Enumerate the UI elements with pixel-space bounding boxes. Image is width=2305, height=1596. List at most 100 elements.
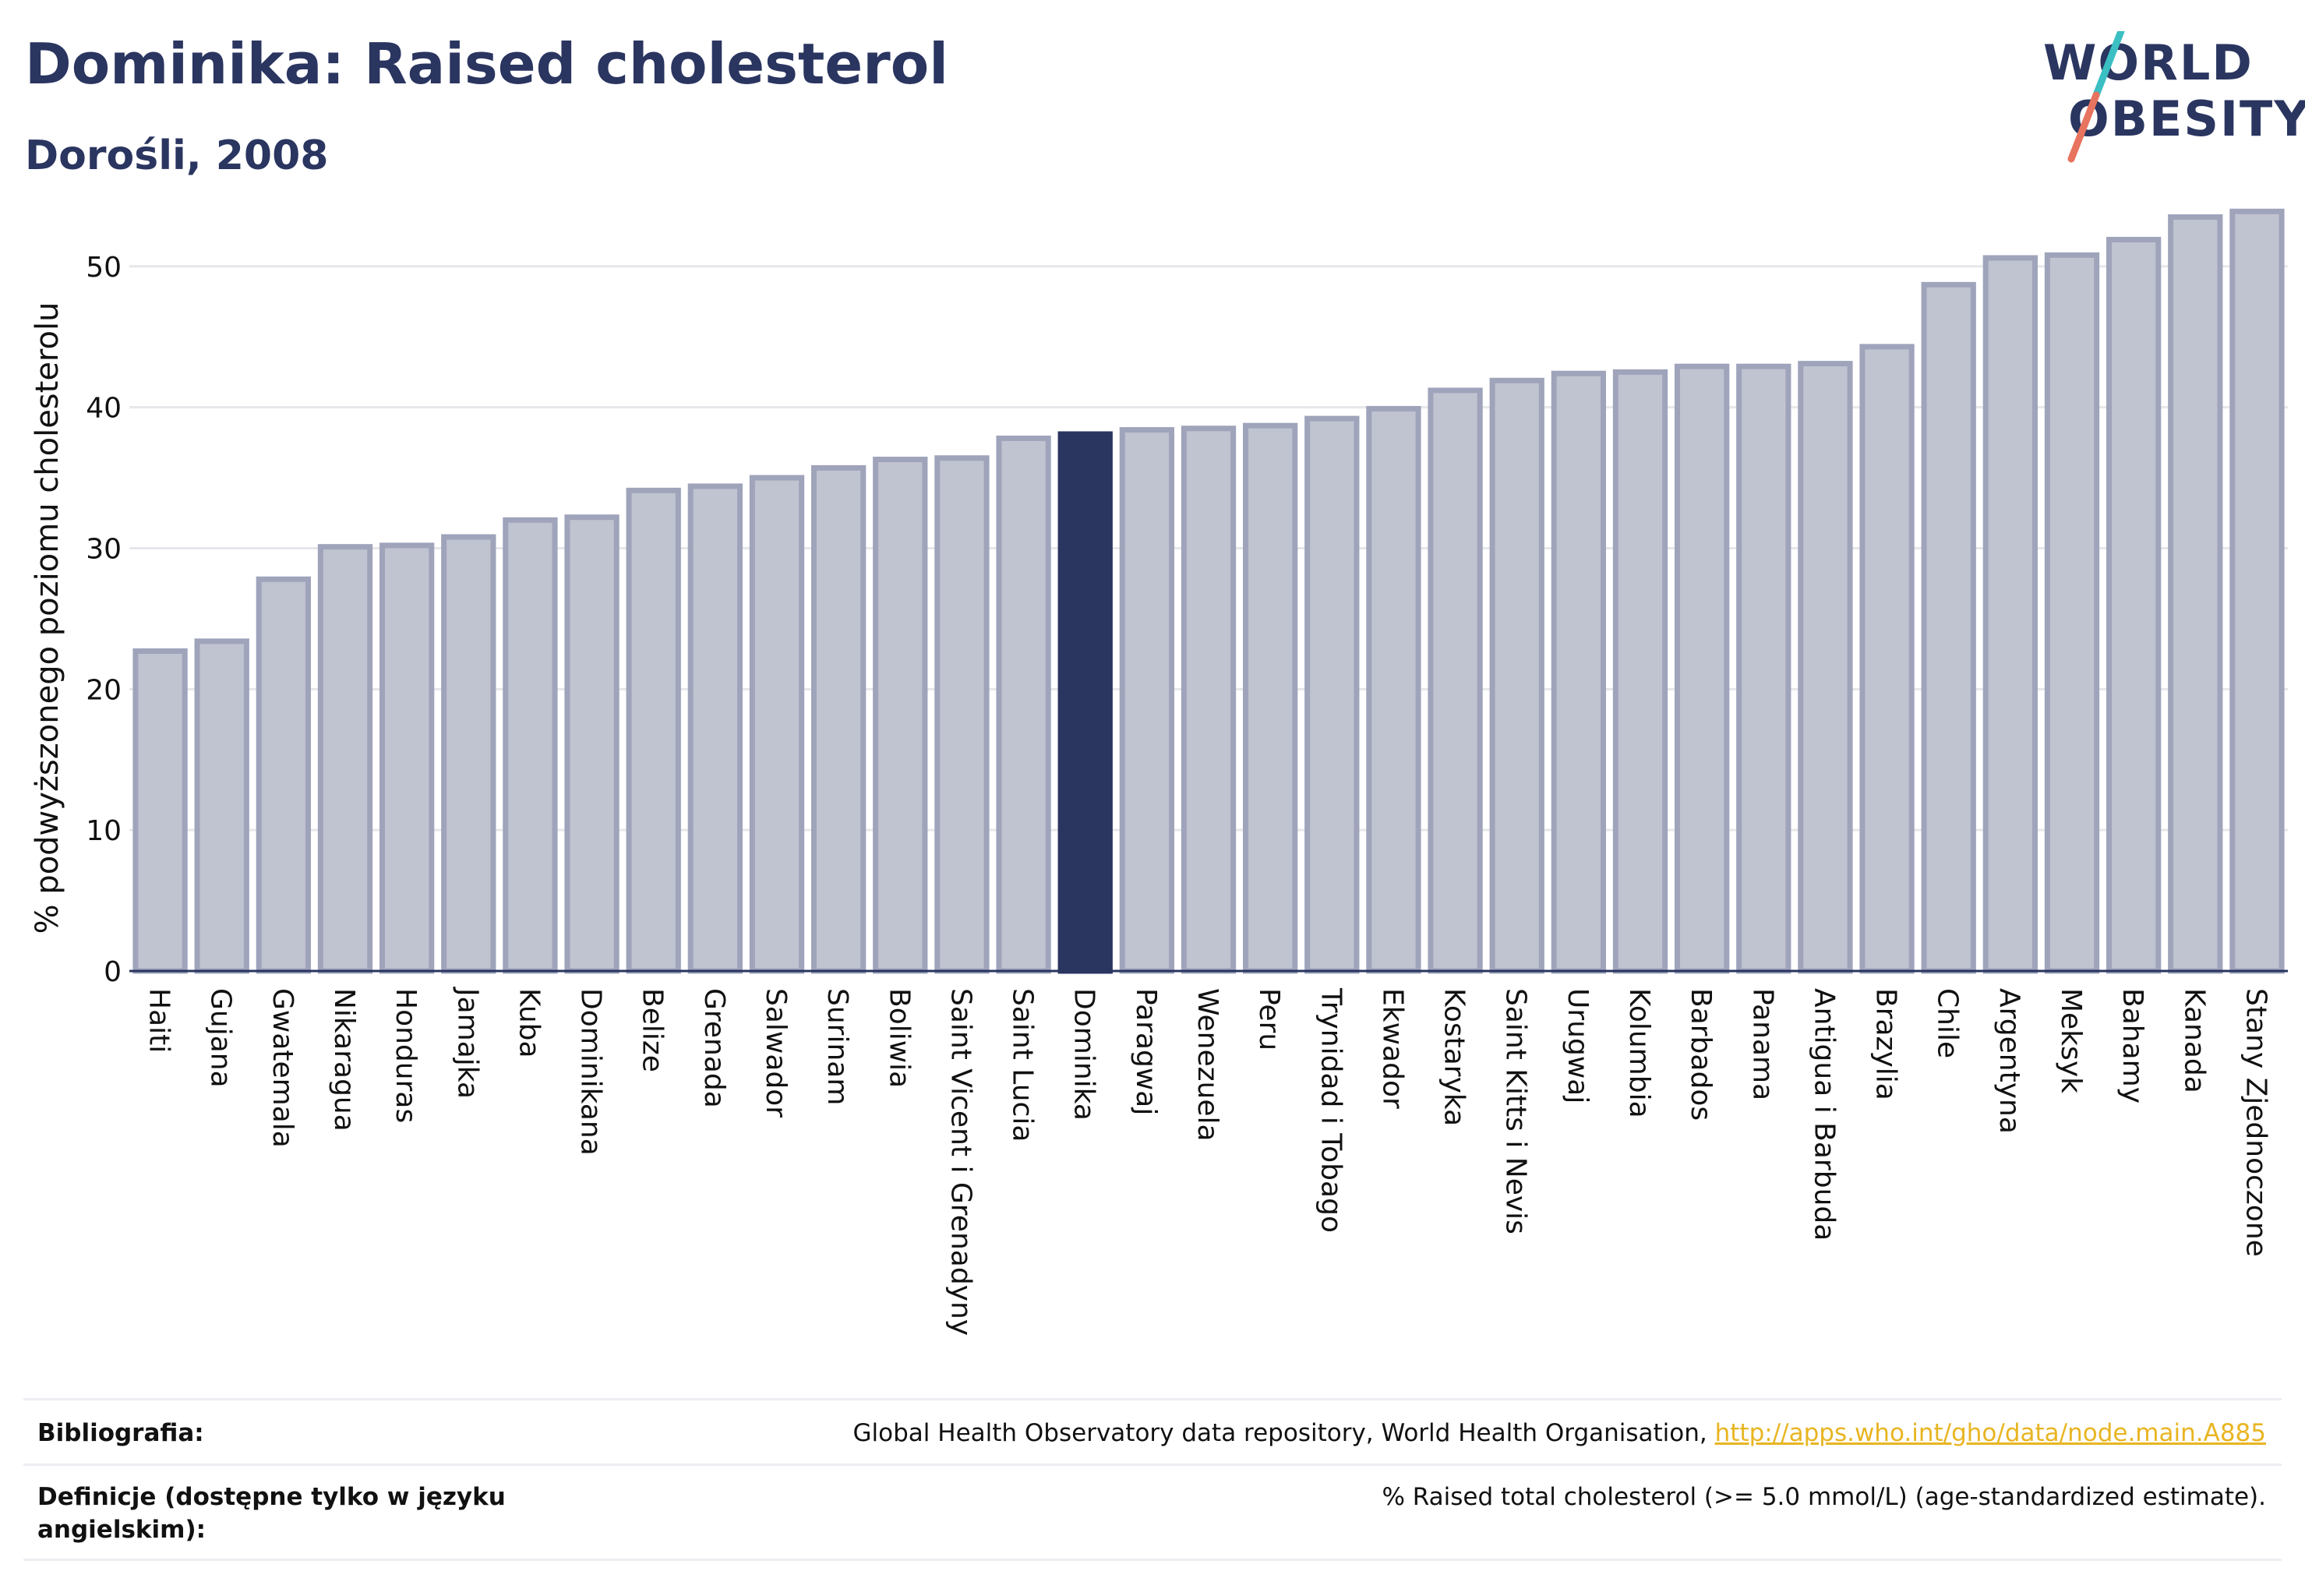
x-tick-label: Salwador: [760, 988, 792, 1118]
bar: [1982, 255, 2038, 974]
definitions-label: Definicje (dostępne tylko w języku angiel…: [37, 1481, 506, 1546]
x-tick-label: Kostaryka: [1438, 988, 1470, 1126]
bars: [132, 208, 2285, 974]
x-tick-label: Honduras: [390, 988, 422, 1123]
y-tick-label: 50: [86, 252, 122, 284]
footer-divider-bottom: [23, 1559, 2282, 1561]
bar: [379, 542, 435, 974]
bar: [194, 638, 249, 974]
bar: [1798, 361, 1853, 974]
bibliography-label: Bibliografia:: [37, 1419, 204, 1447]
x-tick-label: Grenada: [698, 988, 730, 1108]
y-tick-label: 30: [86, 533, 122, 565]
chart-title: Dominika: Raised cholesterol: [25, 31, 948, 97]
bar: [256, 576, 312, 974]
y-tick-label: 40: [86, 393, 122, 425]
definitions-value: % Raised total cholesterol (>= 5.0 mmol/…: [1382, 1483, 2266, 1511]
bar: [1736, 363, 1791, 974]
x-tick-label: Saint Kitts i Nevis: [1500, 988, 1532, 1234]
definitions-label-line-2: angielskim):: [37, 1516, 206, 1544]
bibliography-link[interactable]: http://apps.who.int/gho/data/node.main.A…: [1714, 1419, 2266, 1447]
x-tick-label: Gwatemala: [267, 988, 298, 1148]
bar: [934, 455, 990, 974]
bar: [317, 544, 373, 974]
bar: [996, 435, 1051, 974]
bar: [1181, 425, 1237, 974]
x-tick-label: Ekwador: [1376, 988, 1408, 1109]
y-axis-title: % podwyższonego poziomu cholesterolu: [30, 302, 65, 934]
bar: [1921, 281, 1976, 974]
bar: [749, 475, 805, 974]
bar: [2106, 236, 2162, 974]
bar: [873, 457, 928, 974]
bar-chart: 0 10 20 30 40 50 Haiti Gujana Gwatemala Nikaragu…: [30, 208, 2288, 1336]
x-tick-label: Meksyk: [2055, 988, 2087, 1093]
x-tick-label: Surinam: [821, 988, 853, 1105]
x-tick-label: Paragwaj: [1130, 988, 1162, 1115]
bar: [1674, 363, 1730, 974]
bar: [1859, 344, 1915, 974]
x-tick-label: Stany Zjednoczone: [2240, 988, 2271, 1257]
x-tick-label: Bahamy: [2116, 988, 2148, 1103]
x-tick-label: Panama: [1746, 988, 1778, 1100]
definitions-label-line-1: Definicje (dostępne tylko w języku: [37, 1483, 506, 1511]
x-tick-label: Wenezuela: [1191, 988, 1223, 1142]
x-tick-label: Argentyna: [1993, 988, 2025, 1134]
x-tick-label: Jamajka: [451, 987, 483, 1099]
x-axis-labels: Haiti Gujana Gwatemala Nikaragua Honduras Jam…: [143, 987, 2272, 1336]
world-obesity-logo: WORLD OBESITY: [2034, 31, 2305, 168]
y-tick-label: 0: [104, 956, 122, 988]
y-tick-label: 20: [86, 674, 122, 706]
bar: [132, 648, 188, 974]
bibliography-row: Bibliografia: Global Health Observatory …: [23, 1403, 2282, 1464]
bar: [2168, 214, 2223, 974]
x-tick-label: Dominika: [1068, 988, 1100, 1121]
x-tick-label: Trynidad i Tobago: [1315, 987, 1347, 1233]
bar: [1612, 369, 1668, 974]
bar: [1428, 387, 1483, 974]
chart-subtitle: Dorośli, 2008: [25, 132, 329, 179]
bar: [1551, 370, 1607, 974]
x-tick-label: Gujana: [205, 988, 237, 1088]
bar: [1119, 427, 1175, 974]
x-tick-label: Kuba: [513, 988, 545, 1058]
bar: [1304, 415, 1360, 974]
bar: [687, 483, 743, 974]
x-tick-label: Saint Lucia: [1007, 988, 1039, 1142]
bar: [1366, 405, 1421, 974]
bar: [810, 464, 867, 974]
bar: [564, 514, 619, 974]
bar: [2044, 252, 2100, 974]
bar: [1489, 377, 1544, 974]
bar: [626, 487, 681, 974]
x-tick-label: Barbados: [1685, 988, 1717, 1121]
x-tick-label: Kanada: [2178, 988, 2210, 1093]
x-tick-label: Boliwia: [883, 988, 915, 1088]
x-tick-label: Nikaragua: [328, 988, 360, 1132]
x-tick-label: Saint Vicent i Grenadyny: [944, 988, 976, 1336]
bar-highlighted: [1057, 431, 1113, 974]
footer-divider-top: [23, 1398, 2282, 1400]
footer-divider-middle: [23, 1464, 2282, 1466]
x-tick-label: Urugwaj: [1562, 988, 1594, 1103]
logo-line-2: OBESITY: [2068, 90, 2305, 147]
x-tick-label: Dominikana: [575, 988, 607, 1156]
bibliography-value: Global Health Observatory data repositor…: [853, 1417, 2266, 1449]
x-tick-label: Peru: [1253, 988, 1285, 1050]
bar: [441, 534, 496, 974]
x-tick-label: Belize: [637, 988, 669, 1072]
x-tick-label: Antigua i Barbuda: [1808, 988, 1840, 1241]
bar: [1242, 422, 1298, 974]
x-tick-label: Brazylia: [1870, 988, 1902, 1100]
x-tick-label: Haiti: [143, 988, 175, 1053]
bibliography-text: Global Health Observatory data repositor…: [852, 1419, 1715, 1447]
bar: [2229, 208, 2285, 974]
y-axis-ticks: 0 10 20 30 40 50: [86, 252, 122, 988]
x-tick-label: Kolumbia: [1623, 988, 1655, 1118]
definitions-row: Definicje (dostępne tylko w języku angiel…: [23, 1468, 2282, 1555]
x-tick-label: Chile: [1932, 988, 1964, 1058]
y-tick-label: 10: [86, 815, 122, 847]
bar: [503, 517, 558, 974]
logo-line-1: WORLD: [2043, 34, 2254, 91]
logo-slash-icon: [2067, 31, 2125, 163]
